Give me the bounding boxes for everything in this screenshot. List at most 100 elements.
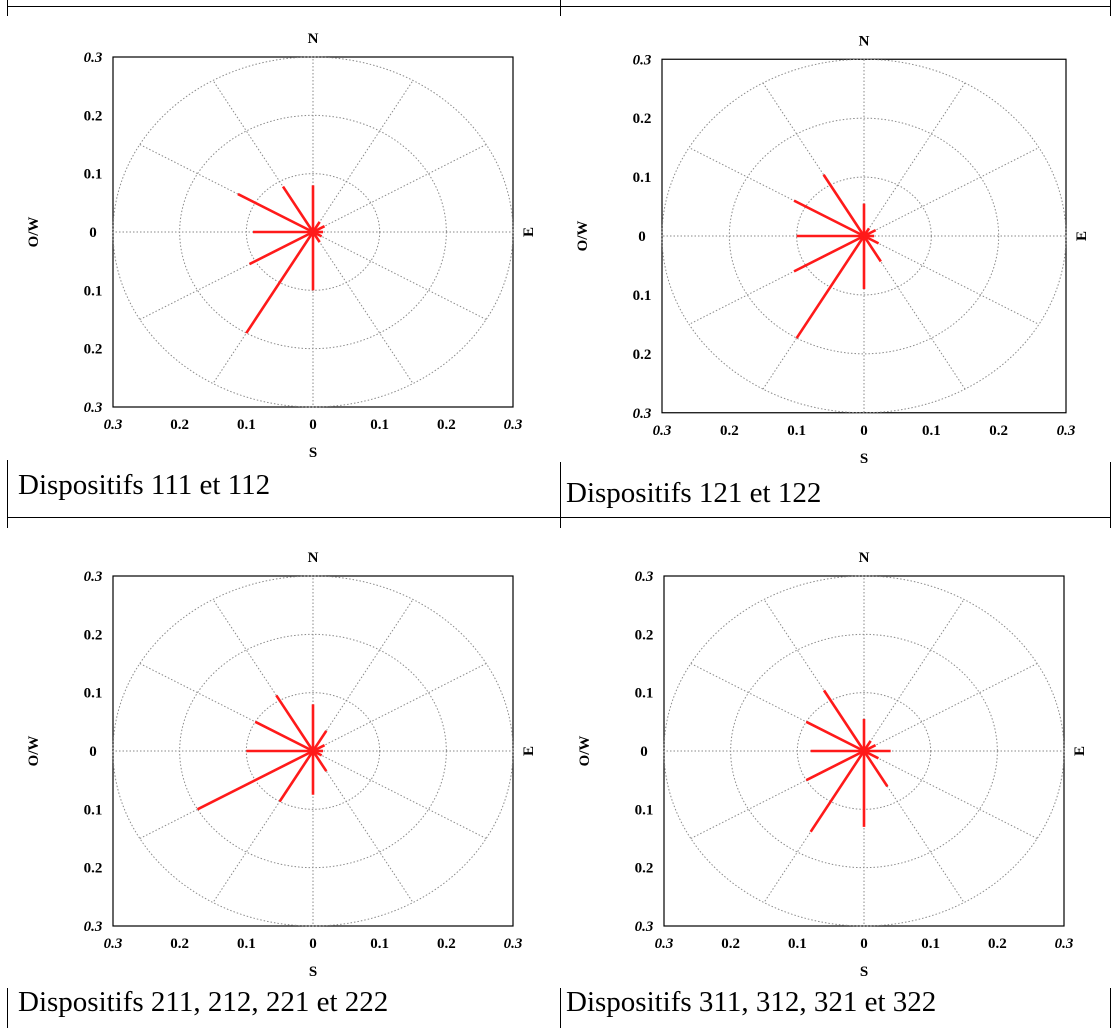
y-tick-label: 0.3: [84, 919, 103, 935]
grid-spoke: [863, 750, 965, 903]
table-border-left: [7, 988, 8, 1028]
grid-spoke: [863, 599, 965, 752]
data-ray: [793, 199, 865, 238]
y-tick-label: 0.3: [84, 50, 103, 66]
chart-caption: Dispositifs 121 et 122: [566, 477, 822, 509]
y-tick-label: 0.3: [635, 919, 654, 935]
y-tick-label: 0.1: [84, 283, 103, 299]
y-tick-label: 0.2: [84, 627, 103, 643]
compass-label-east: E: [1074, 231, 1090, 241]
grid-spoke: [863, 147, 1040, 237]
y-tick-label: 0.2: [84, 108, 103, 124]
data-ray: [805, 749, 865, 782]
x-tick-label: 0.2: [989, 423, 1008, 439]
x-tick-label: 0.1: [370, 417, 389, 433]
compass-label-north: N: [308, 31, 319, 47]
y-tick-label: 0.2: [635, 861, 654, 877]
y-tick-label: 0.2: [84, 342, 103, 358]
x-tick-label: 0: [860, 936, 868, 952]
data-ray: [795, 235, 866, 339]
x-tick-label: 0.3: [504, 936, 523, 952]
x-tick-label: 0.2: [437, 936, 456, 952]
grid-spoke: [863, 235, 1040, 325]
table-border-top: [7, 6, 1111, 7]
compass-label-south: S: [309, 445, 317, 461]
data-ray: [805, 720, 865, 753]
grid-spoke: [312, 80, 414, 233]
table-border-center: [560, 462, 561, 528]
data-ray: [809, 750, 866, 833]
grid-spoke: [212, 80, 314, 233]
data-ray: [862, 235, 882, 263]
compass-label-south: S: [309, 964, 317, 980]
chart-caption: Dispositifs 111 et 112: [18, 469, 271, 501]
grid-spoke: [212, 599, 314, 752]
table-border-right: [1110, 462, 1111, 528]
y-tick-label: 0.3: [635, 569, 654, 585]
rose-chart-cell: N S E O/W 0.3 0.2 0.1 0 0.1 0.2 0.3 0.3 0.2 0.1 0 0.1 0.…: [18, 550, 537, 1018]
compass-label-west: O/W: [575, 221, 591, 252]
data-ray: [822, 174, 866, 237]
y-tick-label: 0.3: [633, 406, 652, 422]
x-tick-label: 0.3: [104, 417, 123, 433]
grid-spoke: [312, 599, 414, 752]
table-border-center: [560, 988, 561, 1028]
compass-label-north: N: [859, 33, 870, 49]
y-tick-label: 0.2: [84, 861, 103, 877]
rose-chart-cell: N S E O/W 0.3 0.2 0.1 0 0.1 0.2 0.3 0.3 0.2 0.1 0 0.1 0.…: [566, 33, 1090, 509]
y-tick-label: 0.1: [635, 686, 654, 702]
y-tick-label: 0: [89, 225, 97, 241]
grid-spoke: [863, 82, 966, 237]
x-tick-label: 0.1: [922, 423, 941, 439]
chart-caption: Dispositifs 211, 212, 221 et 222: [18, 986, 389, 1018]
x-tick-label: 0.3: [1055, 936, 1074, 952]
y-tick-label: 0.2: [633, 111, 652, 127]
y-tick-label: 0.3: [84, 569, 103, 585]
data-ray: [862, 750, 889, 788]
compass-label-south: S: [860, 451, 868, 467]
x-tick-label: 0.3: [1057, 423, 1076, 439]
table-border-left: [7, 460, 8, 515]
data-ray: [278, 750, 315, 803]
data-ray: [237, 192, 314, 234]
x-tick-label: 0: [309, 417, 317, 433]
grid-spoke: [312, 144, 487, 233]
table-border-middle: [7, 517, 1111, 518]
table-border-center: [560, 0, 561, 16]
grid-spoke: [863, 235, 966, 390]
compass-label-west: O/W: [26, 217, 42, 248]
y-tick-label: 0.2: [633, 347, 652, 363]
data-ray: [863, 234, 880, 245]
compass-label-north: N: [859, 550, 870, 566]
data-ray: [281, 185, 315, 233]
grid-spoke: [212, 231, 314, 384]
y-tick-label: 0: [89, 744, 97, 760]
grid-spoke: [863, 663, 1038, 752]
grid-circle: [661, 58, 1067, 414]
x-tick-label: 0.3: [104, 936, 123, 952]
grid-spoke: [312, 231, 487, 320]
x-tick-label: 0.2: [720, 423, 739, 439]
grid-spoke: [312, 750, 487, 839]
x-tick-label: 0.2: [170, 936, 189, 952]
y-tick-label: 0.1: [84, 686, 103, 702]
data-ray: [254, 720, 314, 753]
y-tick-label: 0.1: [633, 288, 652, 304]
compass-label-west: O/W: [577, 736, 593, 767]
grid-spoke: [212, 750, 314, 903]
x-tick-label: 0.3: [653, 423, 672, 439]
x-tick-label: 0: [309, 936, 317, 952]
x-tick-label: 0.1: [788, 936, 807, 952]
y-tick-label: 0.3: [84, 400, 103, 416]
x-tick-label: 0.2: [170, 417, 189, 433]
x-tick-label: 0.1: [237, 936, 256, 952]
y-tick-label: 0.1: [635, 802, 654, 818]
grid-spoke: [762, 82, 865, 237]
x-tick-label: 0.1: [370, 936, 389, 952]
x-tick-label: 0.1: [237, 417, 256, 433]
rose-chart-cell: N S E O/W 0.3 0.2 0.1 0 0.1 0.2 0.3 0.3 0.2 0.1 0 0.1 0.…: [0, 0, 560, 517]
